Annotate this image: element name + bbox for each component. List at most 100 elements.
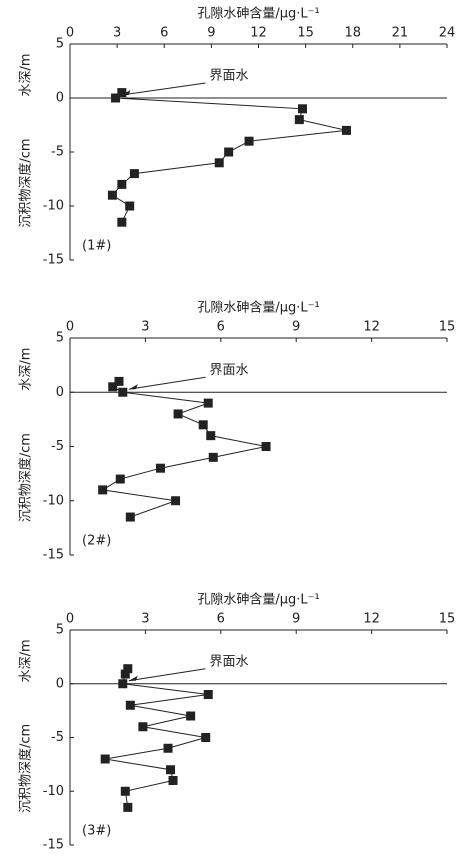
data-point (107, 190, 117, 200)
data-point (203, 690, 213, 699)
annotation-arrow (128, 376, 206, 390)
x-tick-label: 3 (113, 26, 121, 41)
y-tick-label: -5 (51, 439, 64, 454)
data-point (120, 669, 130, 679)
data-point (198, 420, 208, 430)
x-tick-label: 18 (344, 26, 361, 41)
y-label-lower: 沉积物深度/cm (18, 724, 34, 813)
panel-label: (2#) (82, 534, 111, 549)
x-tick-label: 15 (439, 320, 456, 335)
y-tick-label: -10 (43, 199, 64, 214)
x-tick-label: 0 (66, 320, 74, 335)
annotation: 界面水 (209, 69, 248, 84)
data-point (224, 147, 234, 157)
annotation: 界面水 (209, 654, 248, 669)
y-label-lower: 沉积物深度/cm (18, 433, 34, 522)
x-tick-label: 12 (363, 612, 380, 627)
data-point (201, 733, 211, 742)
y-tick-label: 0 (56, 676, 64, 691)
x-tick-label: 9 (207, 26, 215, 41)
data-point (125, 700, 135, 710)
y-label-lower: 沉积物深度/cm (18, 138, 34, 227)
y-tick-label: 5 (56, 331, 64, 346)
data-line (105, 668, 209, 808)
y-label-upper: 水深/m (19, 639, 34, 682)
x-tick-label: 6 (217, 612, 225, 627)
data-point (125, 512, 135, 522)
x-tick-label: 15 (297, 26, 314, 41)
y-tick-label: -15 (43, 838, 64, 853)
data-point (123, 664, 133, 674)
data-point (208, 452, 218, 462)
x-tick-label: 24 (439, 26, 456, 41)
y-tick-label: -15 (43, 253, 64, 268)
data-point (173, 409, 183, 419)
x-tick-label: 3 (141, 320, 149, 335)
data-point (203, 398, 213, 408)
arrow-head (121, 90, 131, 95)
data-point (118, 679, 128, 689)
x-tick-label: 21 (392, 26, 409, 41)
data-point (111, 93, 121, 103)
data-point (117, 217, 127, 227)
y-tick-label: -10 (43, 493, 64, 508)
data-point (129, 169, 139, 179)
x-tick-label: 6 (217, 320, 225, 335)
annotation-arrow (121, 82, 206, 96)
x-tick-label: 12 (250, 26, 267, 41)
data-point (166, 765, 176, 775)
arrow-head (128, 384, 138, 390)
x-tick-label: 6 (160, 26, 168, 41)
data-point (206, 431, 216, 441)
arrow-head (128, 675, 138, 681)
panel-label: (3#) (82, 824, 111, 839)
data-point (163, 743, 173, 753)
data-line (101, 381, 267, 518)
data-point (186, 711, 196, 721)
x-tick-label: 12 (363, 320, 380, 335)
data-line (111, 92, 347, 223)
data-point (214, 158, 224, 168)
chart-title: 孔隙水砷含量/μg·L⁻¹ (197, 300, 319, 316)
data-point (297, 104, 307, 114)
y-tick-label: -5 (51, 730, 64, 745)
data-point (98, 485, 108, 495)
data-point (118, 387, 128, 397)
data-point (115, 474, 125, 484)
chart-title: 孔隙水砷含量/μg·L⁻¹ (197, 592, 319, 608)
data-point (138, 722, 148, 732)
data-point (100, 754, 110, 764)
data-point (261, 442, 271, 451)
data-point (244, 136, 254, 146)
data-point (155, 463, 165, 473)
y-tick-label: 5 (56, 623, 64, 638)
x-tick-label: 3 (141, 612, 149, 627)
x-tick-label: 9 (292, 612, 300, 627)
data-point (341, 125, 351, 135)
y-tick-label: -15 (43, 548, 64, 563)
data-point (114, 376, 124, 386)
data-point (294, 115, 304, 125)
x-tick-label: 0 (66, 612, 74, 627)
y-tick-label: 0 (56, 385, 64, 400)
data-point (125, 201, 135, 211)
data-point (120, 786, 130, 796)
data-point (117, 179, 127, 189)
x-tick-label: 15 (439, 612, 456, 627)
x-tick-label: 0 (66, 26, 74, 41)
data-point (123, 802, 133, 812)
data-point (168, 776, 178, 785)
x-tick-label: 9 (292, 320, 300, 335)
y-tick-label: -5 (51, 145, 64, 160)
annotation-arrow (128, 668, 206, 682)
data-point (108, 382, 118, 392)
data-point (171, 496, 181, 506)
y-tick-label: -10 (43, 784, 64, 799)
y-label-upper: 水深/m (19, 348, 34, 391)
y-tick-label: 0 (56, 91, 64, 106)
data-point (117, 88, 127, 98)
annotation: 界面水 (209, 363, 248, 378)
chart-title: 孔隙水砷含量/μg·L⁻¹ (197, 6, 319, 22)
panel-label: (1#) (82, 239, 111, 254)
